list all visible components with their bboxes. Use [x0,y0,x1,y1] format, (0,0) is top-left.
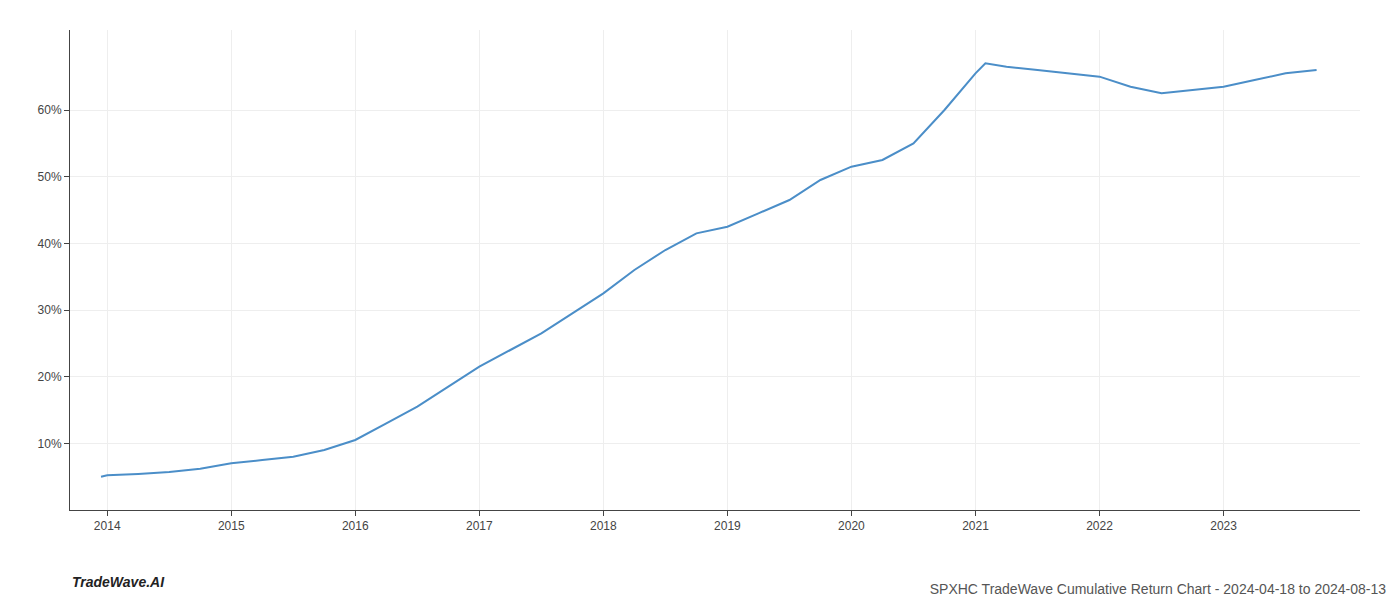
svg-text:2020: 2020 [838,519,865,533]
svg-text:2017: 2017 [466,519,493,533]
svg-text:2016: 2016 [342,519,369,533]
svg-text:30%: 30% [38,303,62,317]
svg-text:2023: 2023 [1210,519,1237,533]
svg-text:50%: 50% [38,170,62,184]
svg-text:TradeWave.AI: TradeWave.AI [72,574,165,590]
svg-text:40%: 40% [38,237,62,251]
svg-text:2022: 2022 [1086,519,1113,533]
svg-text:20%: 20% [38,370,62,384]
svg-text:2015: 2015 [218,519,245,533]
svg-text:2014: 2014 [94,519,121,533]
svg-text:2021: 2021 [962,519,989,533]
svg-text:10%: 10% [38,437,62,451]
svg-text:2018: 2018 [590,519,617,533]
svg-text:60%: 60% [38,103,62,117]
svg-text:2019: 2019 [714,519,741,533]
svg-text:SPXHC TradeWave Cumulative Ret: SPXHC TradeWave Cumulative Return Chart … [930,581,1386,597]
